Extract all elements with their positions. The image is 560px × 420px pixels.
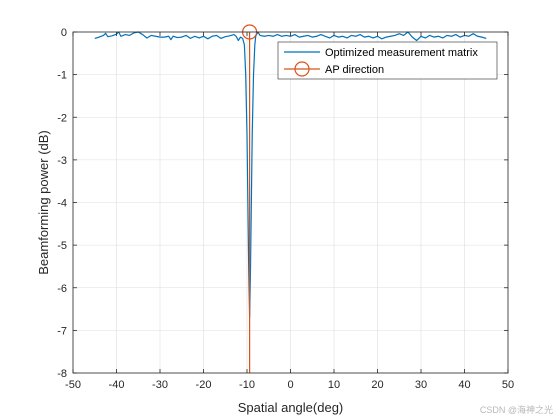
x-tick-label: 0	[287, 379, 293, 391]
x-tick-label: 50	[502, 379, 514, 391]
watermark: CSDN @海神之光	[480, 404, 553, 415]
y-tick-label: -8	[57, 368, 67, 380]
x-tick-label: 30	[415, 379, 427, 391]
x-tick-label: -10	[239, 379, 255, 391]
legend-label-ap: AP direction	[325, 64, 384, 76]
x-axis-label: Spatial angle(deg)	[238, 400, 344, 415]
y-tick-label: -6	[57, 283, 67, 295]
y-tick-label: -1	[57, 70, 67, 82]
y-tick-label: -5	[57, 240, 67, 252]
legend-box	[277, 41, 498, 80]
y-tick-label: 0	[61, 27, 67, 39]
y-tick-label: -7	[57, 325, 67, 337]
x-tick-label: 10	[328, 379, 340, 391]
series-line-0	[94, 31, 487, 319]
x-tick-label: -40	[109, 379, 125, 391]
y-tick-label: -3	[57, 155, 67, 167]
y-tick-label: -2	[57, 112, 67, 124]
legend: Optimized measurement matrix AP directio…	[277, 41, 498, 80]
y-tick-label: -4	[57, 198, 67, 210]
x-tick-label: -20	[196, 379, 212, 391]
x-tick-label: 20	[371, 379, 383, 391]
y-axis-label: Beamforming power (dB)	[36, 130, 51, 275]
x-tick-label: 40	[458, 379, 470, 391]
x-tick-label: -30	[152, 379, 168, 391]
legend-label-optimized: Optimized measurement matrix	[325, 47, 478, 59]
legend-marker-ap	[294, 61, 310, 77]
x-tick-label: -50	[65, 379, 81, 391]
x-ticks: -50 -40 -30 -20 -10 0 10 20 30 40 50	[65, 32, 514, 391]
y-ticks: 0 -1 -2 -3 -4 -5 -6 -7 -8	[57, 27, 508, 380]
